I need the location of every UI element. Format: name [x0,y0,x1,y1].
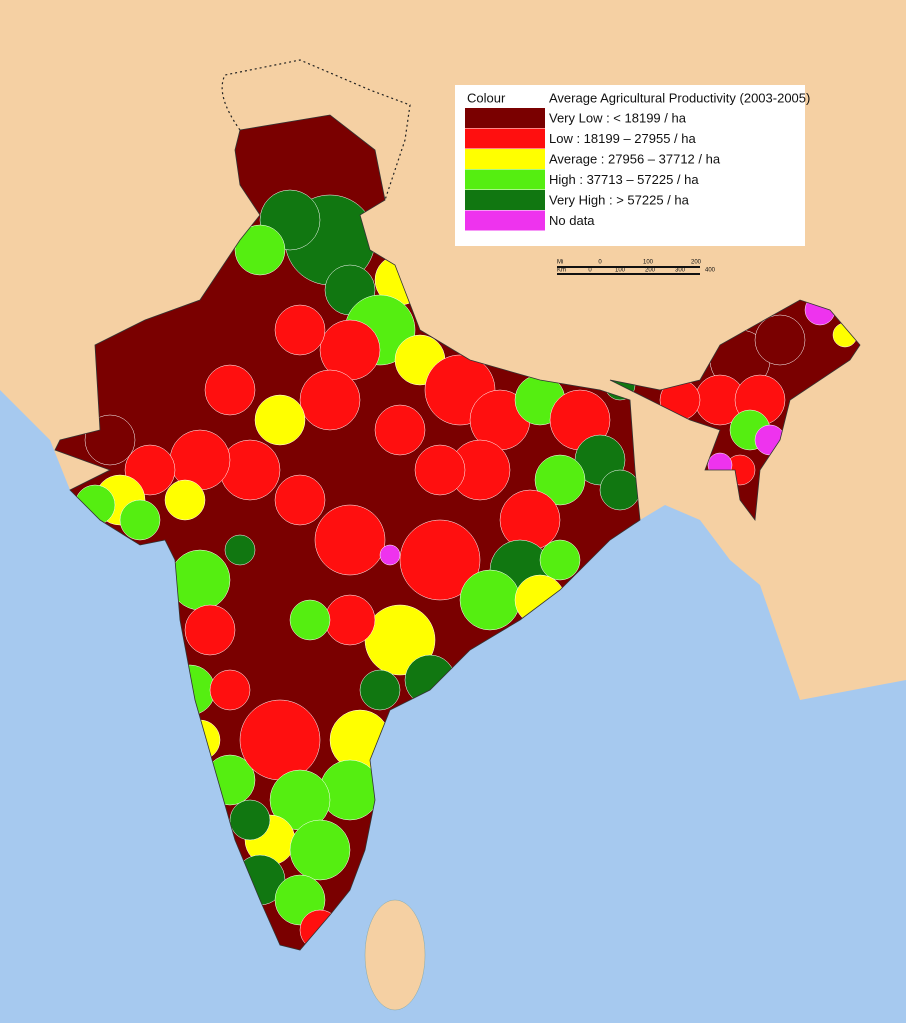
legend-label: High : 37713 – 57225 / ha [549,172,699,187]
legend-swatch [465,169,545,190]
region [184,604,236,656]
region [754,314,806,366]
region [239,699,321,781]
scale-line [557,273,700,275]
region [314,504,386,576]
legend-label: Very High : > 57225 / ha [549,192,690,207]
region [119,499,161,541]
disputed-border [221,59,411,201]
region [234,224,286,276]
legend-header: Average Agricultural Productivity (2003-… [549,90,810,105]
legend-swatch [465,190,545,210]
region [299,369,361,431]
legend-items: Very Low : < 18199 / ha Low : 18199 – 279… [465,108,721,231]
scale-label: 200 [691,260,702,266]
legend-swatch [465,149,545,169]
region [219,439,281,501]
region [379,544,401,566]
region [164,479,206,521]
region [274,474,326,526]
region [399,519,481,601]
region [229,799,271,841]
scale-label: 100 [643,260,654,266]
scale-label: 200 [645,268,656,274]
region [459,569,521,631]
region [599,469,641,511]
scale-line [557,266,700,268]
legend-label: Average : 27956 – 37712 / ha [549,151,721,166]
legend-label: Low : 18199 – 27955 / ha [549,131,697,146]
scale-label: 400 [705,268,716,274]
scale-label: 300 [675,268,686,274]
scale-unit: Mi [557,260,563,266]
region [539,539,581,581]
region [499,489,561,551]
scale-bar: Mi 0 100 200 Km 0 100 200 300 400 [557,260,716,275]
region [534,454,586,506]
legend-label: No data [549,213,595,228]
region [359,669,401,711]
region [224,534,256,566]
scale-unit: Km [557,268,566,274]
scale-label: 0 [588,268,592,274]
region [274,304,326,356]
region [324,594,376,646]
region [204,364,256,416]
region [169,549,231,611]
scale-label: 100 [615,268,626,274]
region [414,444,466,496]
india-outline [54,114,861,951]
legend-header: Colour [467,90,506,105]
region [209,669,251,711]
sea [0,390,906,1023]
sri-lanka [364,899,426,1011]
legend-swatch [465,128,545,149]
region [374,404,426,456]
legend-label: Very Low : < 18199 / ha [549,110,687,125]
region [254,394,306,446]
region [289,599,331,641]
region [289,819,351,881]
scale-label: 0 [598,260,602,266]
legend-swatch [465,210,545,231]
legend-swatch [465,108,545,128]
